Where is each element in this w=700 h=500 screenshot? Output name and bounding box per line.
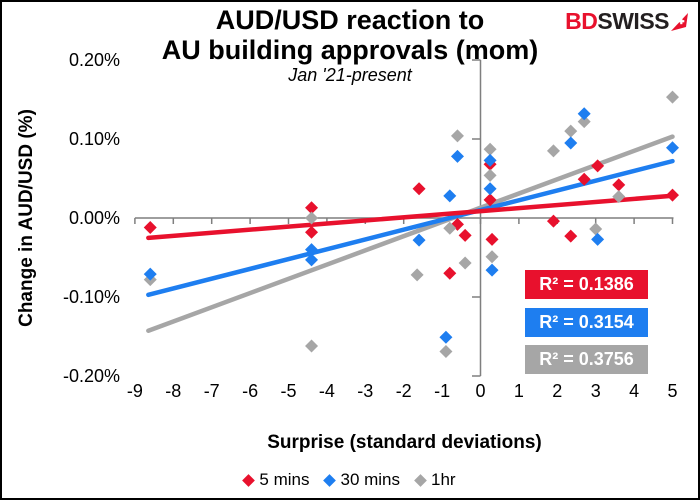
svg-text:3: 3 bbox=[591, 381, 601, 401]
svg-text:0.00%: 0.00% bbox=[69, 208, 120, 228]
logo-text-swiss: SWISS bbox=[597, 8, 669, 34]
legend-item-5mins: 5 mins bbox=[242, 470, 310, 490]
legend-label-5mins: 5 mins bbox=[259, 470, 310, 489]
chart-subtitle: Jan '21-present bbox=[288, 65, 412, 85]
red-diamond-icon bbox=[242, 473, 256, 487]
svg-text:-6: -6 bbox=[242, 381, 258, 401]
r2-label-30mins: R² = 0.3154 bbox=[525, 308, 648, 337]
x-axis-title: Surprise (standard deviations) bbox=[267, 432, 542, 453]
logo-arrow-icon bbox=[671, 13, 688, 31]
svg-text:1: 1 bbox=[514, 381, 524, 401]
svg-text:-0.20%: -0.20% bbox=[63, 366, 120, 386]
svg-text:5: 5 bbox=[667, 381, 677, 401]
blue-diamond-icon bbox=[323, 473, 337, 487]
svg-text:-1: -1 bbox=[434, 381, 450, 401]
svg-text:4: 4 bbox=[629, 381, 639, 401]
svg-text:0: 0 bbox=[475, 381, 485, 401]
svg-text:-8: -8 bbox=[165, 381, 181, 401]
y-axis-title: Change in AUD/USD (%) bbox=[16, 109, 37, 327]
svg-text:0.10%: 0.10% bbox=[69, 129, 120, 149]
gray-diamond-icon bbox=[414, 473, 427, 487]
r2-label-5mins: R² = 0.1386 bbox=[525, 270, 648, 299]
legend-item-30mins: 30 mins bbox=[323, 470, 401, 490]
svg-text:-3: -3 bbox=[357, 381, 373, 401]
svg-text:2: 2 bbox=[552, 381, 562, 401]
svg-text:0.20%: 0.20% bbox=[69, 50, 120, 70]
svg-text:-0.10%: -0.10% bbox=[63, 287, 120, 307]
legend-label-1hr: 1hr bbox=[431, 470, 456, 489]
title-line-1: AUD/USD reaction to bbox=[215, 5, 485, 35]
svg-text:-5: -5 bbox=[280, 381, 296, 401]
legend-item-1hr: 1hr bbox=[414, 470, 456, 490]
chart-title: AUD/USD reaction to AU building approval… bbox=[2, 5, 698, 86]
bdswiss-logo: BD SWISS bbox=[565, 10, 690, 33]
legend-label-30mins: 30 mins bbox=[340, 470, 401, 489]
title-line-2: AU building approvals (mom) bbox=[161, 35, 539, 65]
r2-label-1hr: R² = 0.3756 bbox=[525, 345, 648, 374]
legend: 5 mins 30 mins 1hr bbox=[2, 470, 698, 490]
svg-text:-2: -2 bbox=[396, 381, 412, 401]
svg-text:-4: -4 bbox=[319, 381, 335, 401]
svg-text:-7: -7 bbox=[204, 381, 220, 401]
logo-text-bd: BD bbox=[565, 8, 598, 34]
svg-text:-9: -9 bbox=[127, 381, 143, 401]
